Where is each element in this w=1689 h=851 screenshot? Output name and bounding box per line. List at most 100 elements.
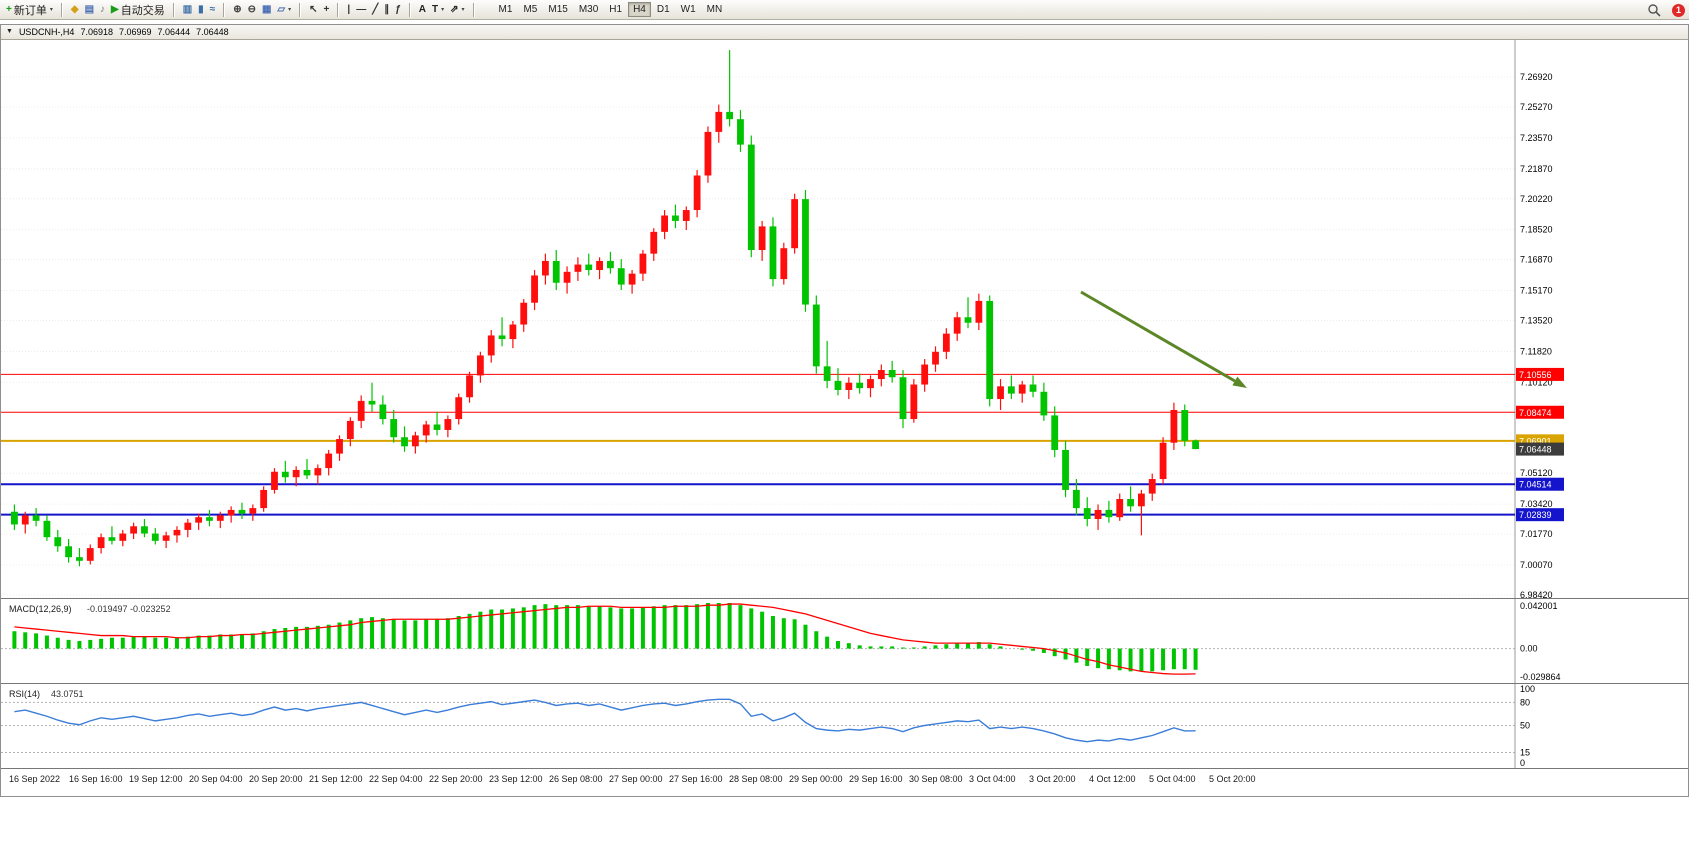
ohlc-open: 7.06918: [80, 27, 113, 37]
price-badge-label: 7.06901: [1519, 436, 1552, 446]
arrows-icon: ⇗: [450, 3, 459, 15]
time-axis-label: 29 Sep 00:00: [789, 774, 843, 784]
market-watch-button[interactable]: ◆: [68, 2, 82, 18]
price-badge-label: 7.10556: [1519, 370, 1552, 380]
zoom-out-button[interactable]: ⊖: [245, 2, 259, 18]
zoom-in-icon: ⊕: [233, 3, 242, 15]
search-button[interactable]: [1644, 2, 1664, 18]
candle-body: [1062, 449, 1069, 490]
toolbar-separator: [408, 2, 411, 17]
candlestick-chart-button[interactable]: ▮: [195, 2, 207, 18]
trendline-button[interactable]: ╱: [369, 2, 381, 18]
candle-body: [65, 546, 72, 558]
time-axis[interactable]: 16 Sep 2022 16 Sep 16:00 19 Sep 12:00 20 Se…: [1, 768, 1688, 796]
tile-windows-button[interactable]: ▦: [259, 2, 274, 18]
chart-body: 7.26920 7.25270 7.23570 7.21870 7.20220 7.185…: [1, 40, 1689, 796]
vertical-line-button[interactable]: |: [344, 2, 353, 18]
data-window-button[interactable]: ▤: [82, 2, 97, 18]
candle-body: [531, 275, 538, 303]
candle-body: [986, 300, 994, 400]
candle-body: [910, 384, 918, 420]
candle-body: [97, 537, 105, 549]
alerts-button[interactable]: ♪: [97, 2, 108, 18]
channel-button[interactable]: ∥: [381, 2, 392, 18]
candle-body: [1159, 442, 1167, 480]
timeframe-m15[interactable]: M15: [548, 4, 568, 15]
text-button[interactable]: A: [416, 2, 429, 18]
rsi-panel[interactable]: RSI(14) 43.0751 100 80 50 150: [1, 683, 1689, 768]
timeframe-m5[interactable]: M5: [523, 4, 538, 15]
candle-body: [1105, 509, 1113, 518]
price-tick-label: 7.10120: [1520, 377, 1553, 387]
trend-arrow-line[interactable]: [1080, 290, 1236, 383]
time-axis-label: 3 Oct 20:00: [1029, 774, 1076, 784]
candle-body: [498, 335, 506, 340]
trend-arrow-head[interactable]: [1232, 376, 1247, 388]
timeframe-h4[interactable]: H4: [628, 2, 651, 17]
candle-body: [585, 264, 593, 271]
line-chart-button[interactable]: ≈: [207, 2, 219, 18]
candle-body: [303, 469, 311, 476]
price-tick-label: 7.23570: [1520, 133, 1553, 143]
price-badge-label: 7.02839: [1519, 510, 1552, 520]
horizontal-line-button[interactable]: —: [353, 2, 369, 18]
arrows-button[interactable]: ⇗ ▾: [447, 2, 467, 18]
candle-body: [563, 271, 571, 283]
macd-tick-label: 0.00: [1520, 644, 1538, 654]
time-axis-label: 16 Sep 2022: [9, 774, 61, 784]
candle-body: [249, 508, 257, 514]
cursor-button[interactable]: ↖: [306, 2, 320, 18]
horizontal-line-icon: —: [356, 3, 367, 15]
chevron-down-icon: ▾: [49, 7, 53, 13]
candle-body: [281, 471, 289, 478]
price-chart[interactable]: 7.26920 7.25270 7.23570 7.21870 7.20220 7.185…: [1, 40, 1689, 598]
candle-body: [195, 517, 203, 523]
macd-panel[interactable]: MACD(12,26,9) -0.019497 -0.023252 0.0420…: [1, 598, 1689, 683]
price-tick-label: 7.16870: [1520, 255, 1553, 265]
timeframe-mn[interactable]: MN: [706, 4, 723, 15]
price-tick-label: 6.98420: [1520, 590, 1553, 598]
price-tick-label: 7.05120: [1520, 468, 1553, 478]
timeframe-d1[interactable]: D1: [656, 4, 670, 15]
zoom-in-button[interactable]: ⊕: [230, 2, 244, 18]
candle-body: [520, 302, 528, 325]
toolbar-separator: [472, 2, 475, 17]
price-tick-label: 7.01770: [1520, 529, 1553, 539]
timeframe-h1[interactable]: H1: [609, 4, 623, 15]
time-axis-label: 20 Sep 20:00: [249, 774, 303, 784]
candle-body: [617, 268, 625, 285]
new-order-button[interactable]: + 新订单 ▾: [3, 2, 56, 18]
search-icon: [1648, 4, 1661, 17]
tile-windows-icon: ▦: [261, 3, 272, 15]
timeframe-m30[interactable]: M30: [578, 4, 599, 15]
bar-chart-button[interactable]: ▥: [180, 2, 195, 18]
candle-body: [216, 515, 224, 521]
timeframe-w1[interactable]: W1: [680, 4, 696, 15]
candle-body: [1148, 479, 1156, 494]
crosshair-button[interactable]: +: [321, 2, 333, 18]
chart-title-bar: ▼ USDCNH-,H4 7.06918 7.06969 7.06444 7.0…: [1, 25, 1688, 40]
candle-body: [130, 526, 138, 534]
candle-body: [346, 420, 354, 440]
price-tick-label: 7.26920: [1520, 72, 1553, 82]
candle-body: [888, 369, 896, 378]
new-order-icon: +: [6, 3, 12, 15]
timeframe-m1[interactable]: M1: [498, 4, 513, 15]
autotrade-button[interactable]: ▶ 自动交易: [108, 2, 168, 18]
label-button[interactable]: T ▾: [429, 2, 447, 18]
toolbar-separator: [223, 2, 226, 17]
price-badge: [1516, 367, 1564, 381]
collapse-icon[interactable]: ▼: [6, 28, 13, 35]
fibonacci-button[interactable]: ƒ: [392, 2, 404, 18]
notification-badge[interactable]: 1: [1672, 3, 1685, 17]
time-axis-label: 4 Oct 12:00: [1089, 774, 1136, 784]
price-badge-label: 7.08474: [1519, 408, 1552, 418]
candle-body: [737, 119, 744, 145]
candle-body: [487, 335, 495, 356]
time-axis-label: 22 Sep 20:00: [429, 774, 483, 784]
candlesticks: [11, 50, 1199, 567]
candle-body: [726, 111, 734, 120]
candle-body: [336, 439, 343, 454]
chevron-down-icon: ▾: [461, 7, 465, 13]
cascade-windows-button[interactable]: ▱ ▾: [274, 2, 294, 18]
